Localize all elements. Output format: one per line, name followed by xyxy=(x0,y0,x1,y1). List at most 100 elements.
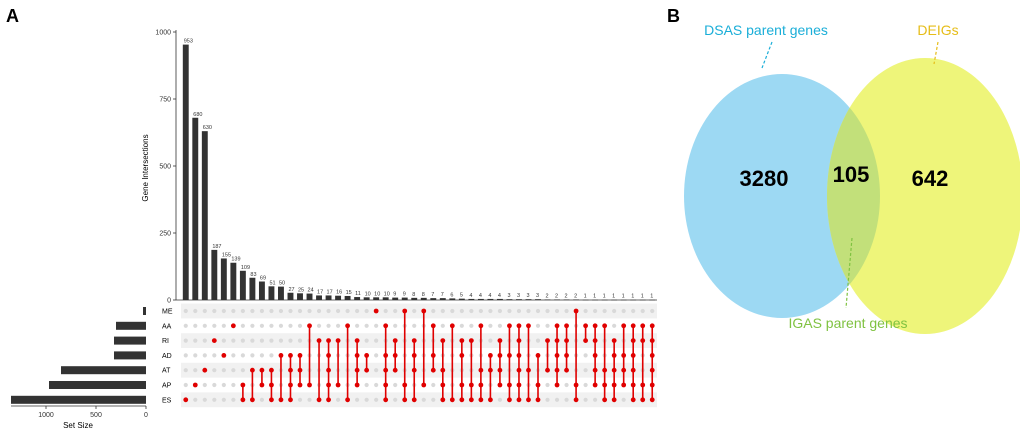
matrix-empty-dot xyxy=(212,397,217,402)
matrix-member-dot xyxy=(630,323,636,329)
matrix-member-dot xyxy=(240,397,246,403)
venn-leader-overlap xyxy=(845,237,853,309)
matrix-empty-dot xyxy=(193,338,198,343)
matrix-member-dot xyxy=(269,367,274,373)
matrix-empty-dot xyxy=(231,382,236,388)
matrix-member-dot xyxy=(449,323,455,329)
intersection-bar-label: 9 xyxy=(393,292,396,298)
matrix-empty-dot xyxy=(355,323,360,328)
matrix-empty-dot xyxy=(364,397,369,402)
matrix-member-dot xyxy=(192,382,198,388)
intersection-bar xyxy=(230,262,237,300)
matrix-member-dot xyxy=(383,382,389,388)
intersection-bar xyxy=(211,249,218,300)
matrix-member-dot xyxy=(602,382,608,388)
matrix-member-dot xyxy=(278,397,284,403)
matrix-member-dot xyxy=(383,397,389,403)
intersection-bar xyxy=(535,299,541,300)
matrix-empty-dot xyxy=(335,308,341,314)
y-tick-label: 750 xyxy=(159,97,171,104)
y-axis-title: Gene Intersections xyxy=(141,134,150,201)
intersection-bar xyxy=(239,270,246,300)
intersection-bar-label: 8 xyxy=(422,292,425,298)
matrix-empty-dot xyxy=(335,397,341,402)
matrix-empty-dot xyxy=(212,353,217,358)
matrix-member-dot xyxy=(611,367,617,373)
matrix-empty-dot xyxy=(497,397,503,402)
matrix-empty-dot xyxy=(221,308,226,314)
matrix-member-dot xyxy=(630,353,636,358)
intersection-bar xyxy=(335,295,342,300)
matrix-empty-dot xyxy=(231,338,236,343)
matrix-empty-dot xyxy=(431,397,436,402)
intersection-bar-label: 4 xyxy=(488,293,491,299)
matrix-empty-dot xyxy=(183,382,188,388)
matrix-member-dot xyxy=(421,382,427,388)
intersection-bar-label: 10 xyxy=(365,291,371,297)
matrix-member-dot xyxy=(269,397,274,403)
intersection-bar-label: 1 xyxy=(631,294,634,300)
matrix-member-dot xyxy=(545,338,550,343)
matrix-member-dot xyxy=(621,323,627,329)
matrix-member-dot xyxy=(602,397,608,403)
intersection-bar xyxy=(382,297,389,300)
matrix-member-dot xyxy=(326,353,331,358)
matrix-member-dot xyxy=(288,382,293,388)
matrix-empty-dot xyxy=(440,323,445,328)
matrix-empty-dot xyxy=(355,308,360,314)
matrix-member-dot xyxy=(440,382,446,388)
matrix-member-dot xyxy=(602,367,608,373)
matrix-member-dot xyxy=(649,367,655,373)
matrix-empty-dot xyxy=(288,308,293,314)
matrix-empty-dot xyxy=(250,353,255,358)
matrix-empty-dot xyxy=(269,338,274,343)
intersection-bar xyxy=(401,297,408,300)
matrix-empty-dot xyxy=(583,368,588,373)
matrix-empty-dot xyxy=(297,308,303,314)
matrix-empty-dot xyxy=(231,397,236,402)
matrix-member-dot xyxy=(649,338,655,343)
intersection-bar xyxy=(477,298,484,300)
intersection-bar-label: 109 xyxy=(241,265,250,271)
matrix-member-dot xyxy=(611,397,617,403)
matrix-member-dot xyxy=(288,397,293,403)
matrix-member-dot xyxy=(259,367,265,373)
matrix-member-dot xyxy=(459,338,465,343)
matrix-empty-dot xyxy=(221,397,226,402)
matrix-empty-dot xyxy=(497,308,503,314)
intersection-bar xyxy=(249,277,256,300)
matrix-member-dot xyxy=(535,353,541,358)
intersection-bar-label: 5 xyxy=(460,293,463,299)
intersection-bar xyxy=(258,281,265,300)
matrix-member-dot xyxy=(488,397,493,403)
matrix-member-dot xyxy=(630,338,636,343)
intersection-bar xyxy=(458,298,465,300)
matrix-empty-dot xyxy=(183,368,188,373)
matrix-empty-dot xyxy=(240,338,245,343)
matrix-member-dot xyxy=(526,397,531,403)
matrix-member-dot xyxy=(478,397,484,403)
matrix-empty-dot xyxy=(326,308,331,314)
matrix-member-dot xyxy=(221,353,227,358)
matrix-empty-dot xyxy=(374,338,379,343)
matrix-empty-dot xyxy=(488,338,493,343)
set-size-bar xyxy=(116,321,146,330)
matrix-empty-dot xyxy=(612,323,617,328)
matrix-empty-dot xyxy=(183,308,188,314)
matrix-member-dot xyxy=(554,367,560,373)
matrix-member-dot xyxy=(611,382,617,388)
venn-label-dsas: DSAS parent genes xyxy=(704,22,828,38)
intersection-bar xyxy=(506,299,513,300)
matrix-member-dot xyxy=(507,397,512,403)
intersection-bar xyxy=(192,117,199,300)
matrix-member-dot xyxy=(488,353,493,358)
matrix-member-dot xyxy=(592,353,598,358)
matrix-member-dot xyxy=(592,338,598,343)
matrix-member-dot xyxy=(316,338,322,343)
matrix-empty-dot xyxy=(488,308,493,314)
matrix-member-dot xyxy=(516,382,522,388)
set-size-axis: 1000 500 0 xyxy=(11,405,148,419)
matrix-member-dot xyxy=(373,308,379,314)
intersection-bar xyxy=(468,298,475,300)
matrix-empty-dot xyxy=(231,308,236,314)
